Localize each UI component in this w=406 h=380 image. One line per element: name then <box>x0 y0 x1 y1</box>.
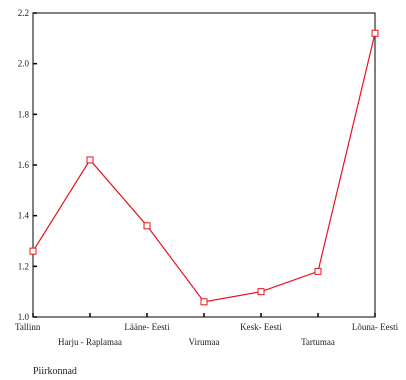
y-tick-label: 1.4 <box>18 211 30 221</box>
x-tick-label: Kesk- Eesti <box>240 322 282 332</box>
plot-border <box>32 12 376 318</box>
series-layer <box>29 29 379 306</box>
y-axis: 1.0 1.2 1.4 1.6 1.8 2.0 2.2 <box>18 8 37 322</box>
data-point-marker <box>200 298 208 306</box>
y-tick-label: 1.6 <box>18 160 30 170</box>
data-point-marker <box>257 288 265 296</box>
x-tick-label: Virumaa <box>189 337 220 347</box>
data-point-marker <box>143 222 151 230</box>
y-tick-label: 1.0 <box>18 312 30 322</box>
x-axis-title: Piirkonnad <box>33 366 77 377</box>
data-point-marker <box>371 29 379 37</box>
x-tick-label: Lääne- Eesti <box>124 322 170 332</box>
x-tick-label: Tallinn <box>15 322 41 332</box>
x-tick-label: Harju - Raplamaa <box>58 337 122 347</box>
y-tick-label: 2.0 <box>18 59 30 69</box>
y-tick-label: 1.2 <box>18 261 29 271</box>
data-point-marker <box>314 267 322 275</box>
y-tick-label: 1.8 <box>18 109 30 119</box>
x-tick-label: Lõuna- Eesti <box>352 322 399 332</box>
y-tick-label: 2.2 <box>18 8 29 18</box>
x-tick-label: Tartumaa <box>301 337 335 347</box>
plot-frame <box>32 12 376 318</box>
series-line <box>32 33 376 303</box>
data-point-marker <box>86 156 94 164</box>
data-point-marker <box>29 247 37 255</box>
